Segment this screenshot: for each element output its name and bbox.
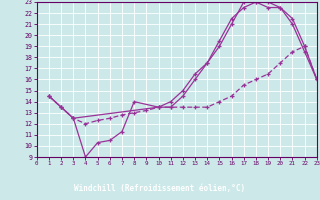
Text: Windchill (Refroidissement éolien,°C): Windchill (Refroidissement éolien,°C) xyxy=(75,184,245,193)
